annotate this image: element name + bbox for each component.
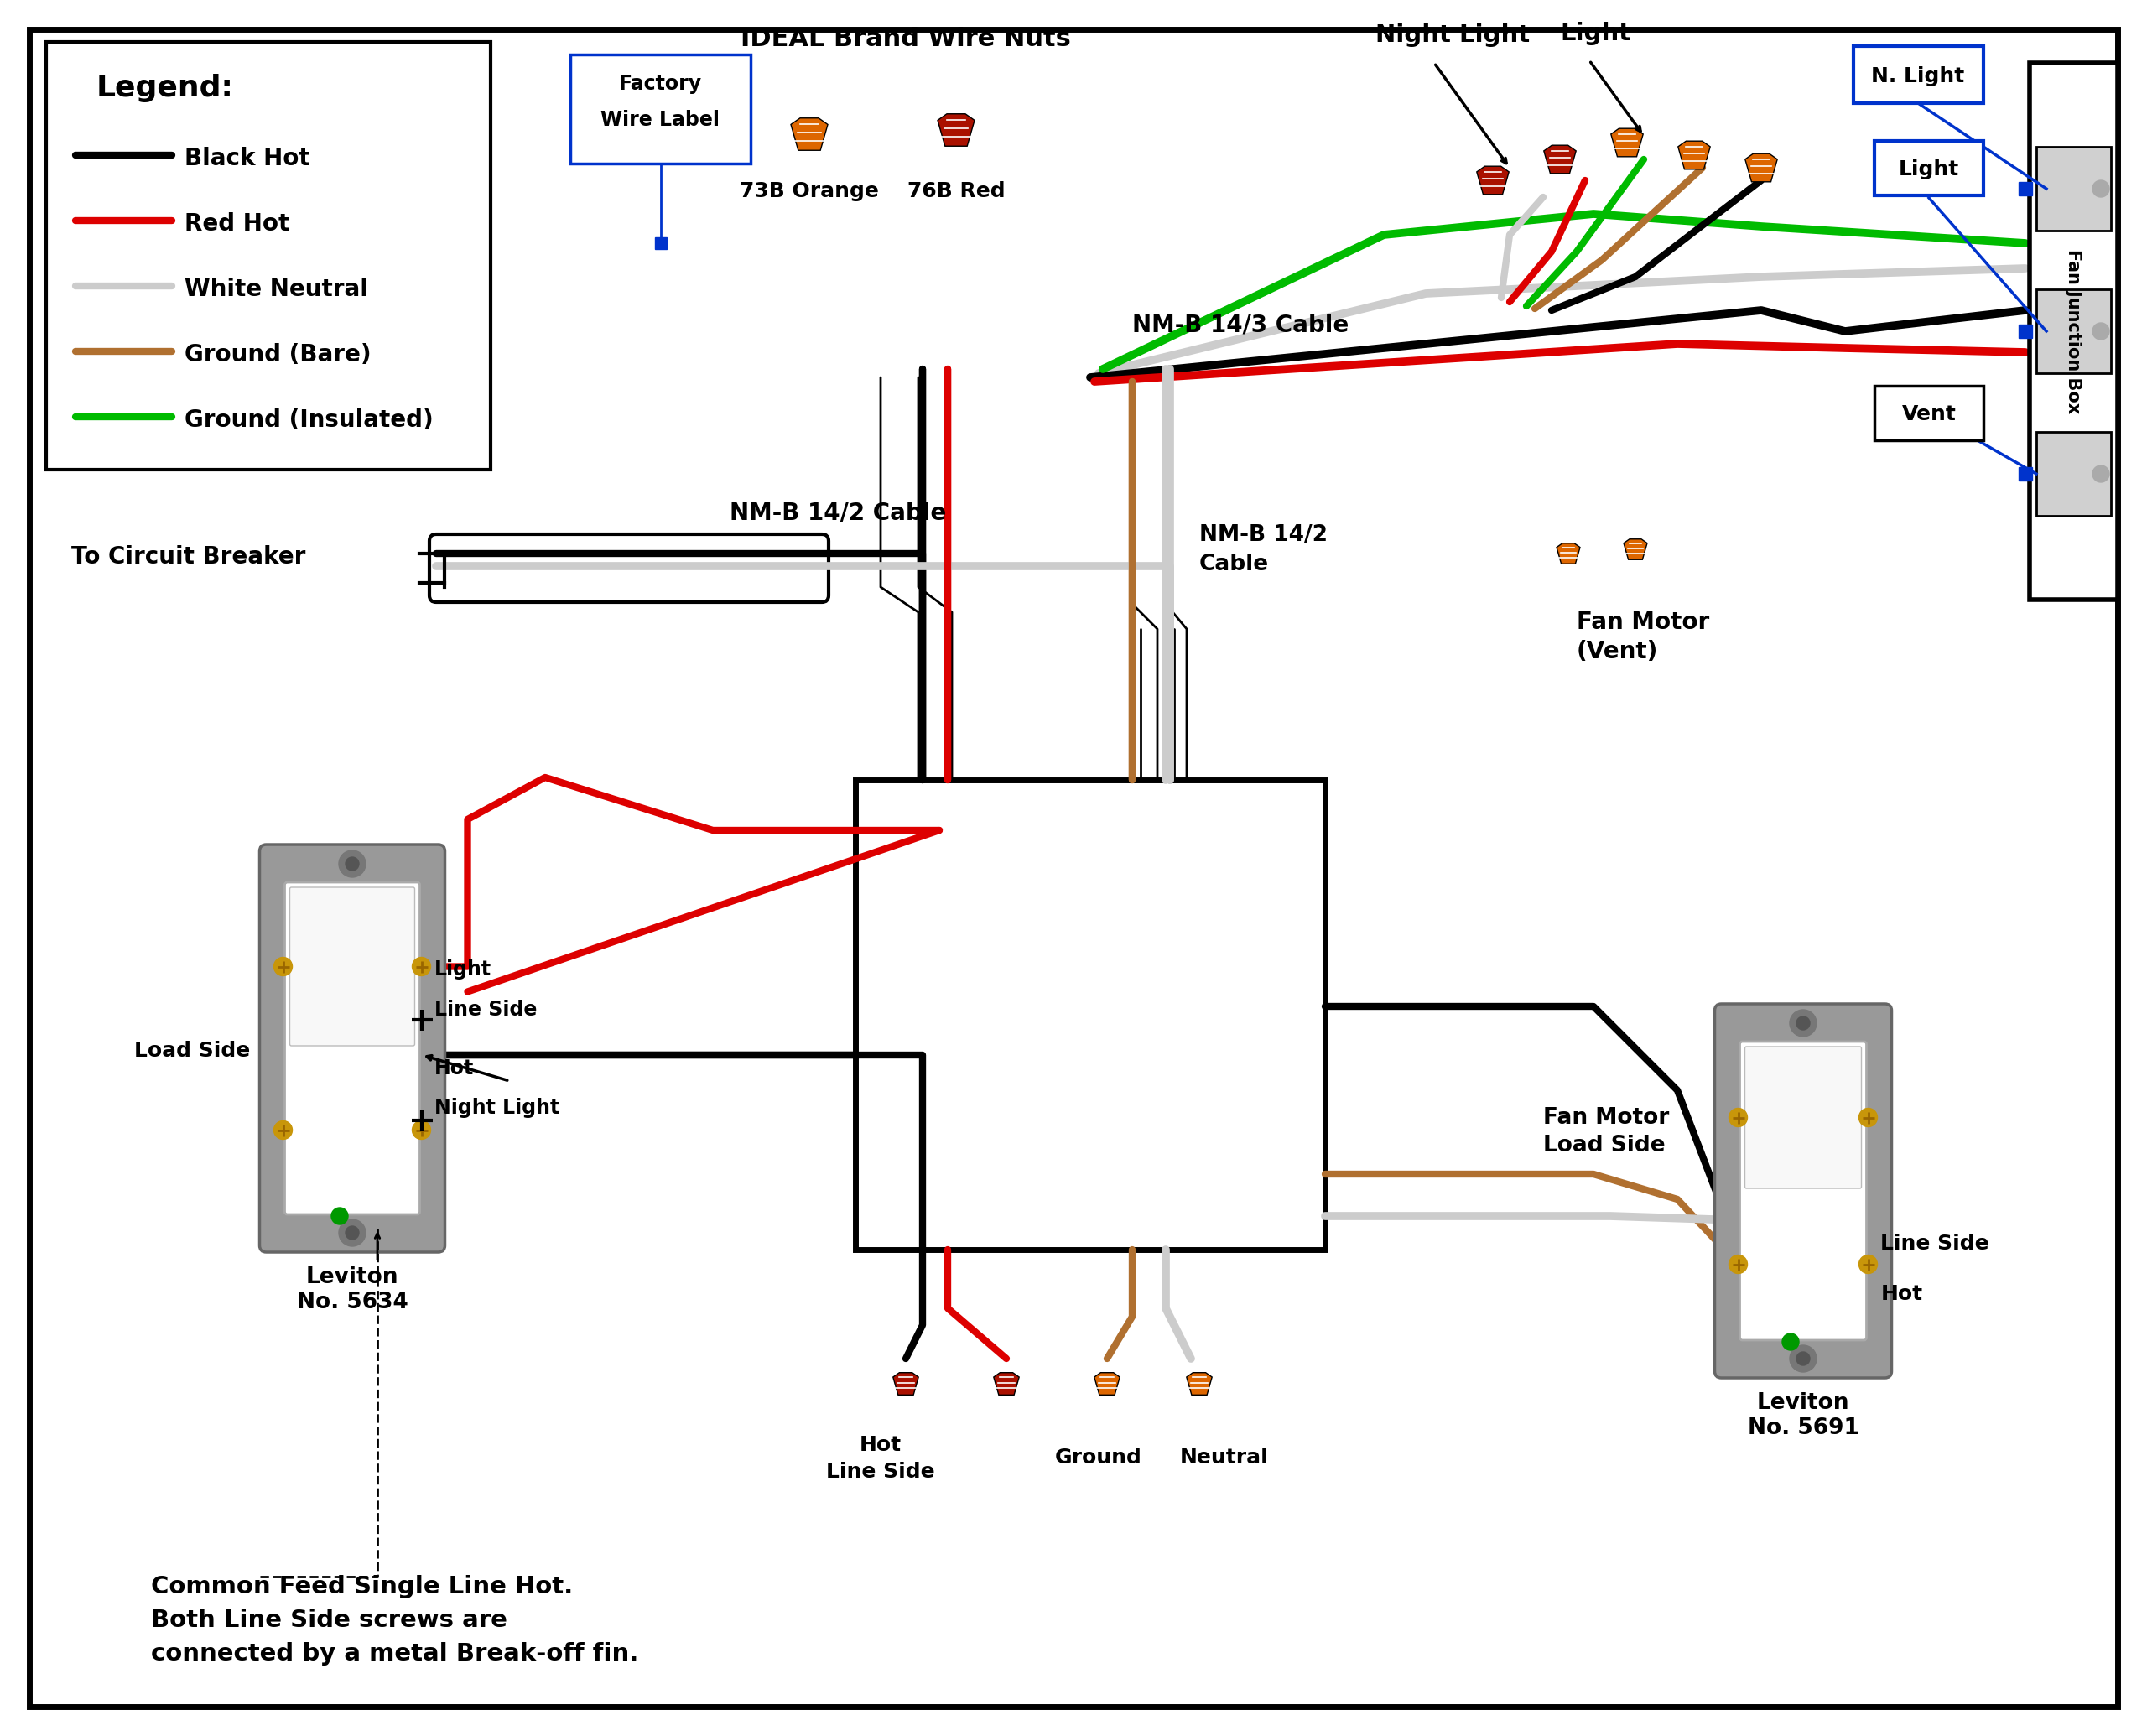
Circle shape [1859, 1255, 1876, 1274]
Circle shape [346, 1226, 359, 1240]
Text: Fan Motor: Fan Motor [1576, 611, 1709, 634]
Text: 76B Red: 76B Red [908, 181, 1005, 201]
Text: NM-B 14/2: NM-B 14/2 [1200, 524, 1327, 545]
Text: (Vent): (Vent) [1576, 641, 1657, 663]
Circle shape [1859, 1108, 1876, 1127]
Text: N. Light: N. Light [1872, 66, 1965, 87]
Text: Night Light: Night Light [434, 1097, 558, 1118]
Text: Line Side: Line Side [434, 1000, 537, 1019]
Text: connected by a metal Break-off fin.: connected by a metal Break-off fin. [150, 1642, 638, 1665]
Circle shape [331, 1208, 348, 1224]
Text: Leviton: Leviton [1756, 1392, 1849, 1413]
Text: Light: Light [434, 958, 492, 979]
Text: Cable: Cable [1200, 554, 1269, 575]
Text: No. 5634: No. 5634 [296, 1292, 408, 1314]
Text: Line Side: Line Side [1881, 1234, 1990, 1253]
Text: Night Light: Night Light [1376, 24, 1531, 47]
Circle shape [1791, 1345, 1816, 1371]
Polygon shape [994, 1373, 1020, 1396]
Circle shape [1782, 1333, 1799, 1351]
Bar [2035, 432, 2111, 516]
Polygon shape [1187, 1373, 1213, 1396]
Text: Line Side: Line Side [827, 1462, 934, 1483]
FancyBboxPatch shape [1715, 1003, 1892, 1378]
FancyBboxPatch shape [290, 887, 414, 1045]
Circle shape [412, 1121, 432, 1139]
Text: Factory: Factory [618, 75, 702, 94]
Circle shape [2093, 323, 2108, 340]
FancyBboxPatch shape [1746, 1047, 1861, 1189]
Text: Ground: Ground [1054, 1448, 1142, 1467]
Circle shape [1797, 1017, 1810, 1029]
Circle shape [1797, 1352, 1810, 1364]
Text: Red Hot: Red Hot [185, 212, 290, 236]
Polygon shape [938, 115, 975, 146]
Bar [2029, 62, 2117, 599]
Text: Vent: Vent [1902, 404, 1956, 424]
Circle shape [339, 851, 365, 877]
Circle shape [2093, 181, 2108, 198]
Circle shape [2093, 465, 2108, 483]
Circle shape [1728, 1108, 1748, 1127]
Text: No. 5691: No. 5691 [1748, 1417, 1859, 1439]
Bar [45, 42, 492, 470]
Text: Ground (Insulated): Ground (Insulated) [185, 408, 434, 432]
Text: Hot: Hot [434, 1059, 474, 1078]
Text: 73B Orange: 73B Orange [741, 181, 878, 201]
Text: Ground (Bare): Ground (Bare) [185, 344, 371, 366]
Polygon shape [1095, 1373, 1121, 1396]
FancyBboxPatch shape [1739, 1042, 1866, 1340]
Text: Black Hot: Black Hot [185, 148, 309, 170]
Polygon shape [1477, 167, 1509, 194]
Polygon shape [1746, 155, 1778, 182]
Text: Fan Motor: Fan Motor [1544, 1108, 1668, 1128]
Text: IDEAL Brand Wire Nuts: IDEAL Brand Wire Nuts [741, 26, 1071, 50]
Text: Both Line Side screws are: Both Line Side screws are [150, 1609, 507, 1632]
Bar [1853, 47, 1984, 102]
Text: NM-B 14/3 Cable: NM-B 14/3 Cable [1131, 312, 1348, 337]
Text: To Circuit Breaker: To Circuit Breaker [71, 545, 305, 569]
Bar [2035, 290, 2111, 373]
Bar [2035, 148, 2111, 231]
Bar [1874, 141, 1984, 196]
Circle shape [412, 957, 432, 976]
Circle shape [346, 858, 359, 870]
Text: Hot: Hot [1881, 1283, 1924, 1304]
Polygon shape [790, 118, 829, 151]
FancyBboxPatch shape [286, 882, 421, 1215]
Text: Light: Light [1561, 23, 1630, 45]
Text: Neutral: Neutral [1181, 1448, 1269, 1467]
Circle shape [339, 1219, 365, 1246]
Text: Fan Junction Box: Fan Junction Box [2065, 248, 2083, 413]
Text: Hot: Hot [859, 1436, 902, 1455]
Polygon shape [1544, 146, 1576, 174]
Text: NM-B 14/2 Cable: NM-B 14/2 Cable [730, 502, 947, 524]
Circle shape [275, 1121, 292, 1139]
Bar [1874, 385, 1984, 441]
Circle shape [275, 957, 292, 976]
Text: Legend:: Legend: [97, 75, 234, 102]
Polygon shape [1623, 540, 1647, 559]
FancyBboxPatch shape [429, 535, 829, 602]
Bar [855, 779, 1325, 1250]
Circle shape [1728, 1255, 1748, 1274]
Text: Common Feed Single Line Hot.: Common Feed Single Line Hot. [150, 1575, 573, 1599]
Polygon shape [1679, 141, 1711, 168]
Text: Wire Label: Wire Label [601, 109, 719, 130]
Text: Light: Light [1898, 160, 1960, 179]
Text: Load Side: Load Side [133, 1042, 251, 1061]
Text: White Neutral: White Neutral [185, 278, 367, 300]
Circle shape [1791, 1010, 1816, 1036]
Text: Leviton: Leviton [305, 1266, 399, 1288]
Bar [571, 54, 751, 163]
Polygon shape [1610, 128, 1642, 156]
Text: Load Side: Load Side [1544, 1135, 1666, 1156]
Polygon shape [893, 1373, 919, 1396]
Polygon shape [1557, 543, 1580, 564]
FancyBboxPatch shape [260, 844, 444, 1252]
